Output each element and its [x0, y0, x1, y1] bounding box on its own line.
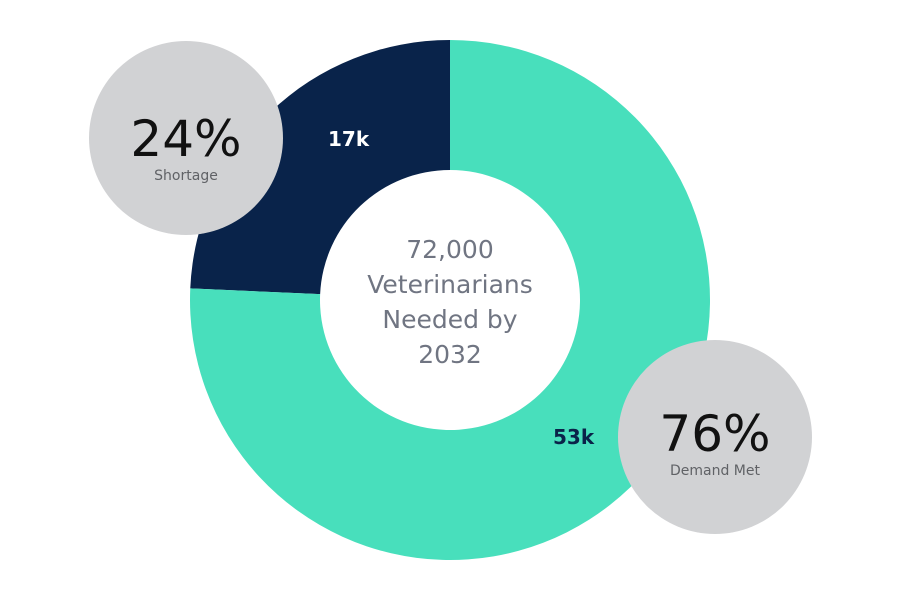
center-label-line-1: 72,000 — [406, 235, 494, 264]
center-label: 72,000 Veterinarians Needed by 2032 — [330, 232, 570, 372]
center-label-line-3: Needed by — [382, 305, 518, 334]
shortage-caption: Shortage — [154, 168, 218, 184]
center-label-line-2: Veterinarians — [367, 270, 533, 299]
shortage-percent-bubble: 24% Shortage — [89, 41, 283, 235]
center-label-line-4: 2032 — [418, 340, 482, 369]
demand-met-percent-bubble: 76% Demand Met — [618, 340, 812, 534]
slice-data-label-demand-met: 53k — [553, 425, 595, 449]
donut-slice-demand-met — [190, 40, 710, 560]
demand-met-caption: Demand Met — [669, 463, 760, 479]
slice-data-label-shortage: 17k — [328, 127, 370, 151]
shortage-percent: 24% — [130, 110, 242, 168]
donut-slice-shortage — [190, 40, 450, 295]
demand-met-percent: 76% — [659, 405, 771, 463]
